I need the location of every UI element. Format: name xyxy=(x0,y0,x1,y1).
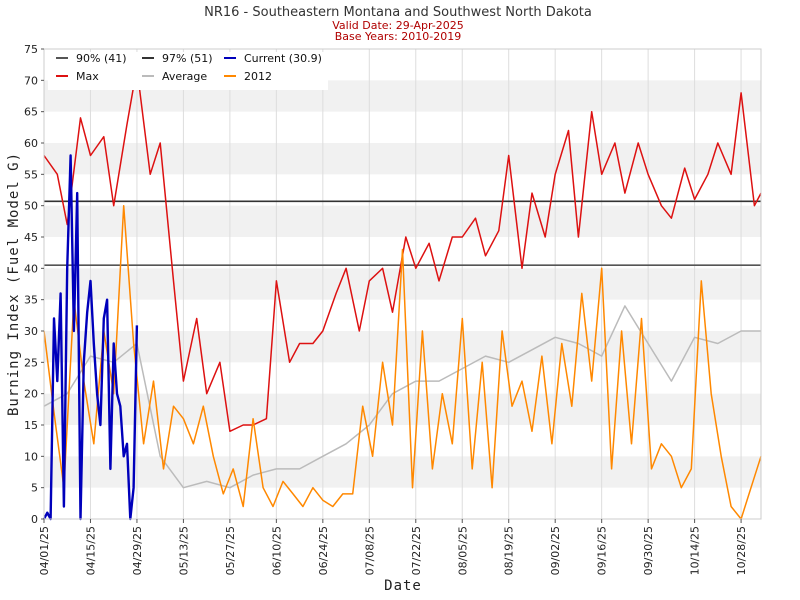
x-tick-label: 09/30/25 xyxy=(642,526,655,575)
legend-label: Average xyxy=(162,70,207,83)
y-tick-label: 10 xyxy=(24,450,38,463)
grid-band xyxy=(44,456,761,488)
y-tick-label: 40 xyxy=(24,262,38,275)
legend-label: Max xyxy=(76,70,99,83)
grid-band xyxy=(44,268,761,300)
y-tick-label: 35 xyxy=(24,294,38,307)
y-tick-label: 15 xyxy=(24,419,38,432)
x-tick-label: 09/16/25 xyxy=(596,526,609,575)
legend-label: Current (30.9) xyxy=(244,52,322,65)
x-tick-label: 07/22/25 xyxy=(410,526,423,575)
chart-subtitle-valid: Valid Date: 29-Apr-2025 xyxy=(332,19,464,32)
y-tick-label: 25 xyxy=(24,356,38,369)
grid-band xyxy=(44,143,761,175)
series-line xyxy=(42,154,139,521)
x-tick-label: 08/19/25 xyxy=(503,526,516,575)
grid-band xyxy=(44,205,761,237)
x-tick-label: 05/13/25 xyxy=(177,526,190,575)
x-tick-label: 06/24/25 xyxy=(317,526,330,575)
vertical-grid xyxy=(43,49,742,519)
grid-band xyxy=(44,393,761,425)
series-layer xyxy=(42,67,762,521)
series-line xyxy=(43,204,762,520)
x-axis-ticks: 04/01/25 04/15/25 04/29/25 05/13/25 05/27/25… xyxy=(38,519,748,575)
y-tick-label: 60 xyxy=(24,137,38,150)
x-tick-label: 09/02/25 xyxy=(549,526,562,575)
legend-box xyxy=(48,52,328,90)
y-tick-label: 5 xyxy=(31,482,38,495)
grid-band xyxy=(44,331,761,363)
y-tick-label: 20 xyxy=(24,388,38,401)
y-axis-ticks: 0 5 10 15 20 25 30 35 40 45 50 55 60 65 70 75 xyxy=(24,43,44,526)
grid-bands xyxy=(44,80,761,488)
y-tick-label: 30 xyxy=(24,325,38,338)
x-tick-label: 05/27/25 xyxy=(224,526,237,575)
legend-label: 90% (41) xyxy=(76,52,127,65)
y-tick-label: 50 xyxy=(24,200,38,213)
y-tick-label: 55 xyxy=(24,168,38,181)
chart-subtitle-base: Base Years: 2010-2019 xyxy=(335,30,461,43)
x-tick-label: 10/14/25 xyxy=(689,526,702,575)
y-tick-label: 45 xyxy=(24,231,38,244)
legend: 90% (41) 97% (51) Current (30.9) Max Average… xyxy=(48,52,328,90)
y-axis-title: Burning Index (Fuel Model G) xyxy=(6,152,22,416)
legend-label: 2012 xyxy=(244,70,272,83)
legend-label: 97% (51) xyxy=(162,52,213,65)
x-tick-label: 10/28/25 xyxy=(735,526,748,575)
y-tick-label: 65 xyxy=(24,106,38,119)
chart-title: NR16 - Southeastern Montana and Southwes… xyxy=(204,5,592,20)
y-tick-label: 0 xyxy=(31,513,38,526)
y-tick-label: 70 xyxy=(24,74,38,87)
x-tick-label: 04/29/25 xyxy=(131,526,144,575)
x-tick-label: 07/08/25 xyxy=(363,526,376,575)
x-tick-label: 08/05/25 xyxy=(456,526,469,575)
x-tick-label: 06/10/25 xyxy=(270,526,283,575)
plot-frame xyxy=(43,48,762,520)
series-line xyxy=(43,67,762,433)
x-tick-label: 04/15/25 xyxy=(84,526,97,575)
y-tick-label: 75 xyxy=(24,43,38,56)
x-axis-title: Date xyxy=(384,578,422,594)
x-tick-label: 04/01/25 xyxy=(38,526,51,575)
